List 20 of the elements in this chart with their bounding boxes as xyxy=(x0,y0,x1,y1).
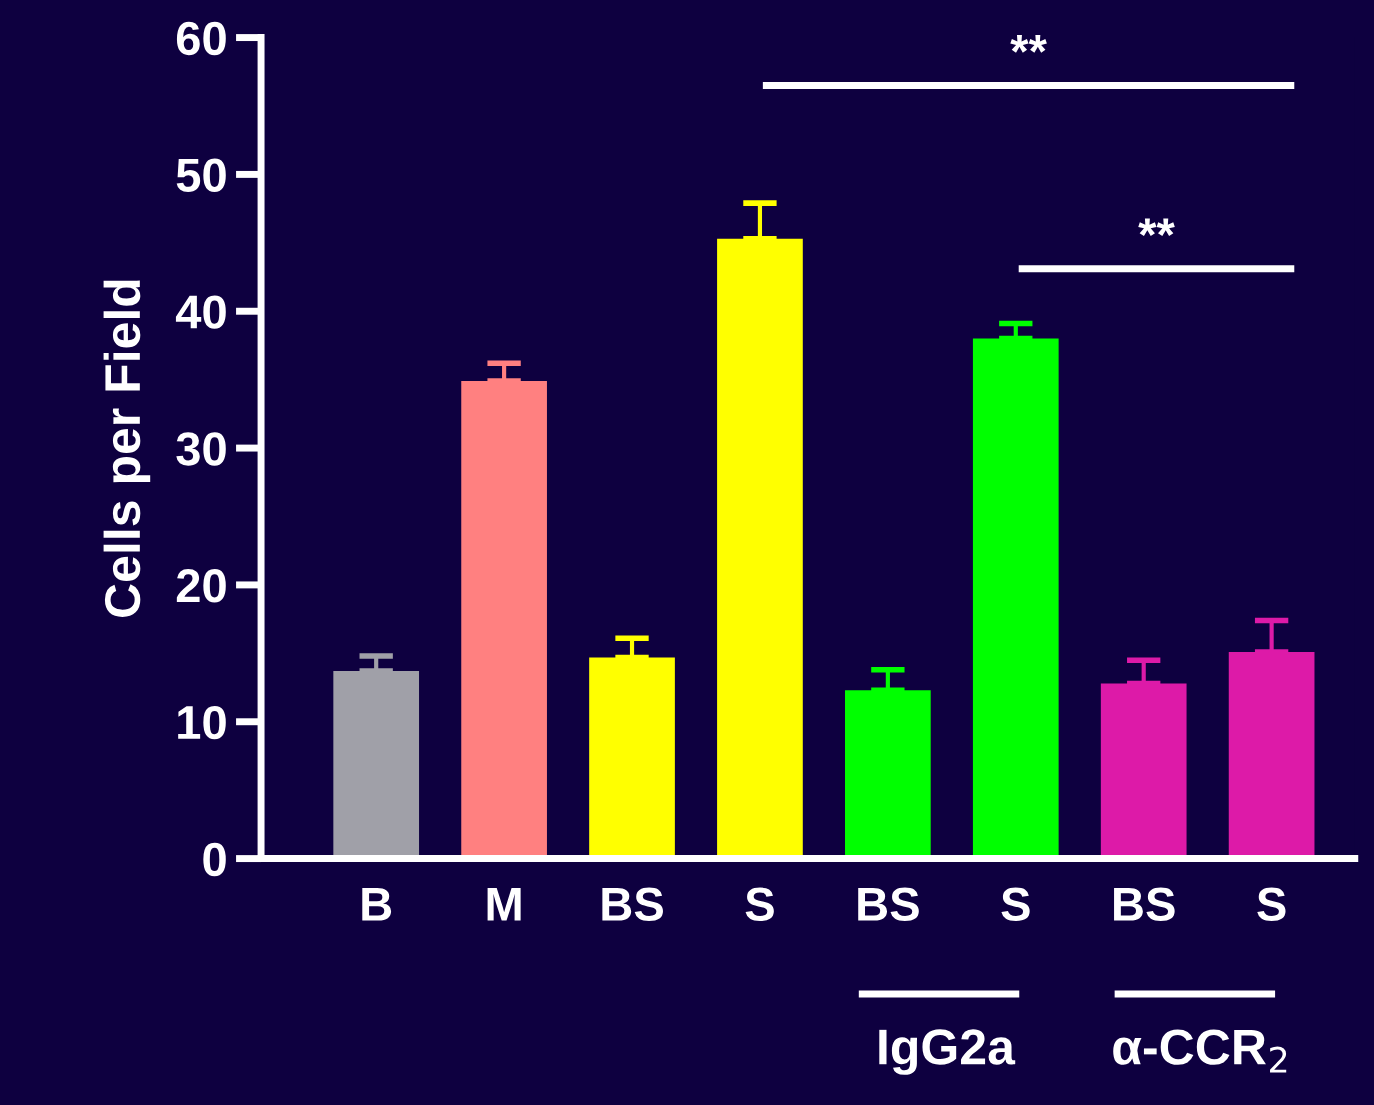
x-tick-label: BS xyxy=(858,887,919,922)
y-tick-label: 0 xyxy=(203,842,226,877)
x-tick-label: BS xyxy=(602,887,663,922)
y-tick-label: 60 xyxy=(176,21,226,56)
y-tick-label: 10 xyxy=(178,705,226,740)
y-tick-label: 40 xyxy=(175,295,226,329)
x-tick-label: B xyxy=(362,888,392,921)
x-tick-label: S xyxy=(1257,887,1286,922)
x-tick-label: M xyxy=(487,888,521,921)
y-tick-label: 50 xyxy=(176,158,226,192)
x-tick-label: S xyxy=(1001,887,1030,922)
text: IgG2a xyxy=(879,1029,1016,1075)
annotation: ** xyxy=(1138,218,1175,237)
y-tick-label: 20 xyxy=(176,569,226,603)
x-tick-label: S xyxy=(745,887,774,922)
annotation: ** xyxy=(1010,35,1047,53)
y-axis-title: Cells per Field xyxy=(103,280,151,617)
text: α-CCR$_{2}$ xyxy=(1113,1029,1287,1073)
x-tick-label: BS xyxy=(1114,887,1175,922)
y-tick-label: 30 xyxy=(176,432,226,466)
